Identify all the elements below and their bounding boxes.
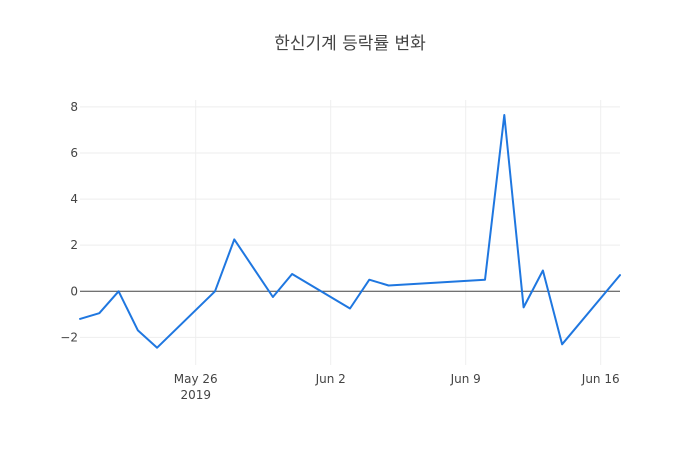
- y-tick-label: 2: [70, 238, 78, 252]
- series-layer: [79, 114, 621, 349]
- series-line: [79, 114, 621, 349]
- x-tick-label: May 26: [174, 372, 218, 386]
- x-tick-label: Jun 9: [450, 372, 481, 386]
- chart-title: 한신기계 등락률 변화: [274, 34, 426, 54]
- y-tick-label: −2: [60, 330, 78, 344]
- y-tick-label: 8: [70, 100, 78, 114]
- x-tick-sublabel: 2019: [180, 388, 211, 402]
- y-tick-label: 0: [70, 284, 78, 298]
- x-tick-label: Jun 16: [581, 372, 620, 386]
- grid-layer: [80, 100, 620, 365]
- x-tick-label: Jun 2: [315, 372, 346, 386]
- y-tick-label: 4: [70, 192, 78, 206]
- y-tick-label: 6: [70, 146, 78, 160]
- tick-layer: May 26 2019 Jun 2 Jun 9 Jun 16 −2 0 2 4 6 8: [60, 100, 619, 402]
